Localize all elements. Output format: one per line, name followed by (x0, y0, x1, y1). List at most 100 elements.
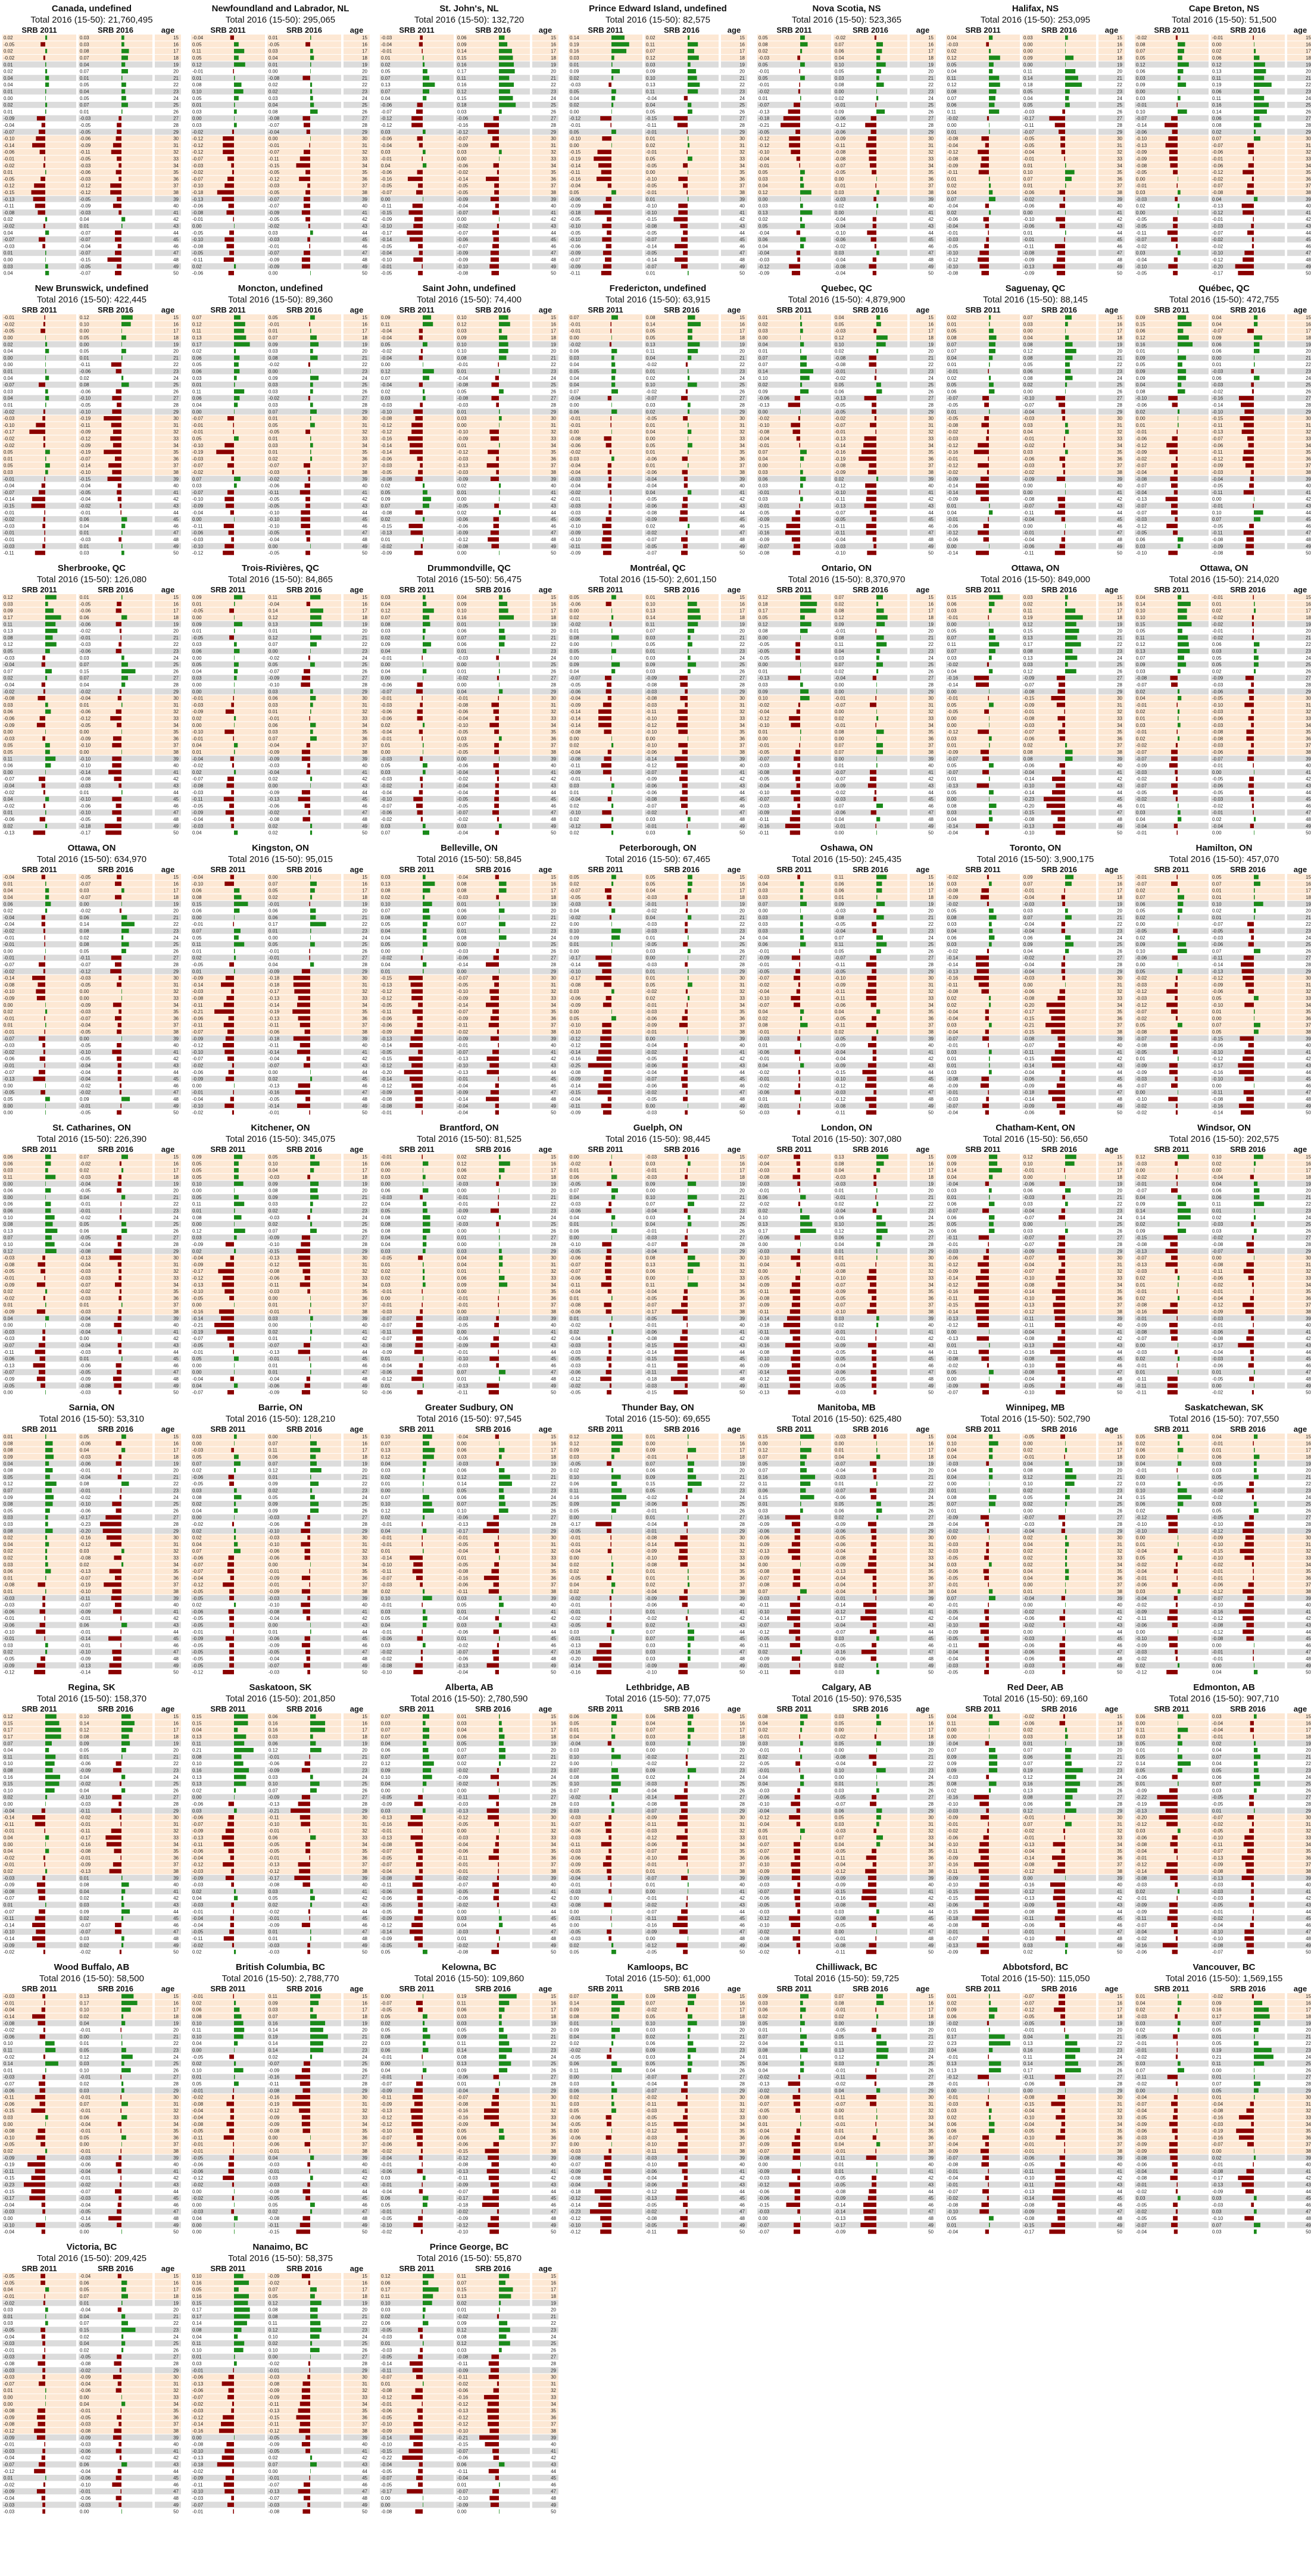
row-background (1135, 74, 1209, 82)
row-background (79, 209, 152, 216)
value-label-srb-2011: -0.12 (570, 116, 581, 121)
bar-srb-2016 (1254, 49, 1256, 54)
row-background (79, 654, 152, 661)
row-background (191, 361, 265, 368)
age-label: 29 (1306, 129, 1311, 135)
bar-srb-2011 (234, 362, 239, 367)
value-label-srb-2016: -0.08 (269, 116, 280, 121)
value-label-srb-2016: -0.05 (457, 750, 469, 755)
bar-srb-2016 (688, 82, 700, 87)
panel-subtitle: Total 2016 (15-50): 472,755 (1135, 295, 1311, 305)
value-label-srb-2016: -0.11 (1212, 490, 1223, 495)
row-background (1287, 236, 1311, 243)
age-label: 25 (173, 662, 179, 667)
value-label-srb-2011: -0.13 (1136, 497, 1147, 502)
row-background (910, 223, 936, 229)
row-background (1287, 415, 1311, 421)
age-label: 38 (1117, 470, 1122, 475)
row-background (532, 482, 558, 489)
row-background (155, 249, 181, 256)
bar-srb-2016 (876, 476, 879, 481)
row-background (380, 776, 454, 782)
row-background (1287, 95, 1311, 101)
value-label-srb-2011: 0.05 (947, 382, 957, 388)
bar-srb-2011 (602, 537, 611, 542)
col-header-age: age (1105, 306, 1118, 314)
bar-srb-2011 (989, 89, 997, 94)
row-background (946, 102, 1020, 108)
value-label-srb-2011: 0.12 (381, 608, 391, 614)
bar-srb-2011 (423, 503, 429, 508)
bar-srb-2011 (608, 476, 611, 481)
value-label-srb-2011: -0.10 (192, 237, 204, 242)
value-label-srb-2011: -0.08 (4, 696, 15, 701)
row-background (1022, 202, 1096, 209)
age-label: 42 (1117, 217, 1122, 222)
row-background (380, 621, 454, 627)
age-label: 18 (551, 335, 556, 341)
age-label: 34 (739, 163, 745, 168)
row-background (1022, 142, 1096, 149)
row-background (2, 681, 76, 688)
value-label-srb-2016: -0.06 (80, 649, 91, 654)
age-label: 45 (173, 517, 179, 522)
panel-title: Québec, QC (1198, 283, 1250, 293)
row-background (569, 502, 642, 509)
col-header-srb-2016: SRB 2016 (853, 306, 888, 314)
value-label-srb-2011: 0.02 (1136, 204, 1145, 209)
row-background (155, 708, 181, 715)
row-background (910, 421, 936, 429)
row-background (532, 543, 558, 549)
bar-srb-2016 (675, 243, 688, 249)
bar-srb-2016 (112, 396, 121, 401)
age-label: 30 (928, 416, 934, 421)
age-label: 18 (1306, 55, 1311, 61)
age-label: 21 (551, 635, 556, 641)
bar-srb-2011 (605, 257, 611, 262)
value-label-srb-2016: 0.04 (269, 102, 278, 108)
bar-srb-2011 (45, 756, 56, 761)
age-label: 50 (551, 551, 556, 556)
bar-srb-2016 (113, 143, 121, 148)
bar-srb-2016 (298, 797, 310, 801)
value-label-srb-2016: -0.12 (835, 123, 846, 128)
value-label-srb-2011: 0.05 (192, 55, 202, 61)
bar-srb-2011 (800, 49, 803, 54)
value-label-srb-2011: 0.04 (4, 271, 13, 276)
row-background (155, 469, 181, 476)
bar-srb-2011 (799, 163, 800, 168)
value-label-srb-2011: 0.02 (570, 102, 579, 108)
value-label-srb-2016: 0.06 (835, 49, 844, 54)
value-label-srb-2011: 0.06 (192, 355, 202, 361)
row-background (344, 415, 370, 421)
bar-srb-2011 (45, 35, 48, 40)
row-background (1287, 361, 1311, 368)
value-label-srb-2011: -0.01 (4, 530, 15, 536)
bar-srb-2016 (867, 136, 876, 141)
age-label: 39 (1117, 196, 1122, 202)
value-label-srb-2011: 0.03 (192, 483, 202, 489)
value-label-srb-2016: 0.12 (1212, 62, 1222, 67)
value-label-srb-2016: -0.02 (1212, 237, 1223, 242)
bar-srb-2016 (493, 709, 499, 714)
row-background (2, 162, 76, 168)
row-background (191, 401, 265, 408)
value-label-srb-2016: 0.09 (457, 335, 467, 341)
chart-panel: New Brunswick, undefined Total 2016 (15-5… (2, 280, 181, 560)
value-label-srb-2011: -0.10 (192, 729, 204, 735)
panel-total: 523,365 (869, 15, 902, 25)
bar-srb-2011 (423, 396, 426, 401)
row-background (1098, 196, 1125, 202)
age-label: 37 (1306, 463, 1311, 469)
row-background (380, 735, 454, 742)
age-label: 24 (173, 96, 179, 101)
age-label: 32 (1117, 149, 1122, 155)
value-label-srb-2016: 0.10 (1023, 170, 1033, 175)
value-label-srb-2011: -0.02 (381, 544, 392, 549)
row-background (532, 108, 558, 115)
row-background (645, 368, 719, 374)
row-background (344, 516, 370, 523)
col-header-age: age (539, 586, 552, 594)
row-background (155, 455, 181, 462)
row-background (267, 469, 341, 476)
